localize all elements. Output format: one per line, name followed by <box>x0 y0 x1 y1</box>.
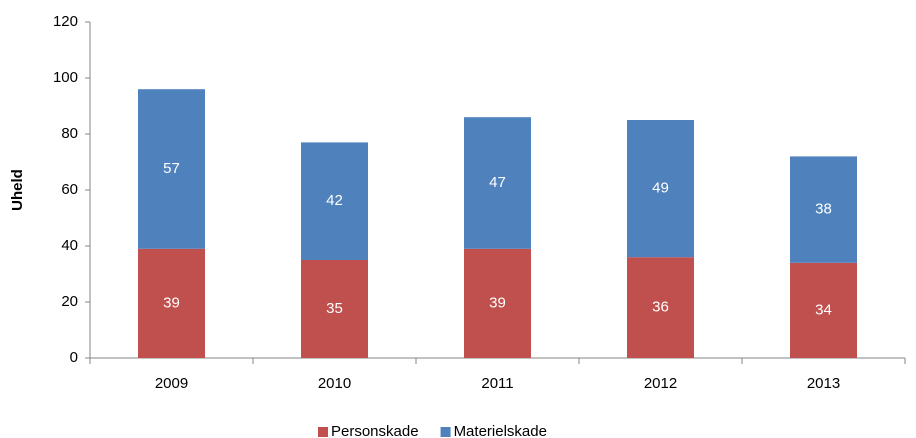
x-tick-label: 2009 <box>155 375 188 392</box>
data-label: 34 <box>815 301 832 318</box>
y-tick-label: 60 <box>61 181 78 198</box>
x-tick-label: 2013 <box>807 375 840 392</box>
bar-segment <box>464 117 531 249</box>
y-tick-label: 120 <box>53 13 78 30</box>
bar-segment <box>138 248 205 358</box>
y-tick-label: 40 <box>61 237 78 254</box>
y-tick-label: 100 <box>53 69 78 86</box>
x-tick-label: 2011 <box>481 375 513 392</box>
bar-segment <box>790 262 857 358</box>
data-label: 49 <box>652 180 669 197</box>
legend-swatch <box>318 427 328 437</box>
y-tick-label: 80 <box>61 125 78 142</box>
data-label: 39 <box>163 294 180 311</box>
x-tick-label: 2010 <box>318 375 351 392</box>
y-axis-label: Uheld <box>9 169 26 211</box>
data-label: 39 <box>489 294 506 311</box>
bar-segment <box>627 257 694 358</box>
bar-segment <box>138 89 205 249</box>
data-label: 47 <box>489 174 506 191</box>
y-tick-label: 0 <box>70 349 78 366</box>
data-label: 42 <box>326 192 343 209</box>
legend-label: Materielskade <box>454 423 547 438</box>
data-label: 57 <box>163 160 180 177</box>
x-tick-label: 2012 <box>644 375 677 392</box>
bar-segment <box>627 120 694 258</box>
data-label: 38 <box>815 201 832 218</box>
bar-segment <box>790 156 857 263</box>
data-label: 35 <box>326 300 343 317</box>
legend-swatch <box>440 427 451 437</box>
bar-segment <box>464 248 531 358</box>
data-label: 36 <box>652 299 669 316</box>
legend-label: Personskade <box>331 423 419 438</box>
bar-segment <box>301 142 368 260</box>
bar-segment <box>301 260 368 358</box>
y-tick-label: 20 <box>61 293 78 310</box>
